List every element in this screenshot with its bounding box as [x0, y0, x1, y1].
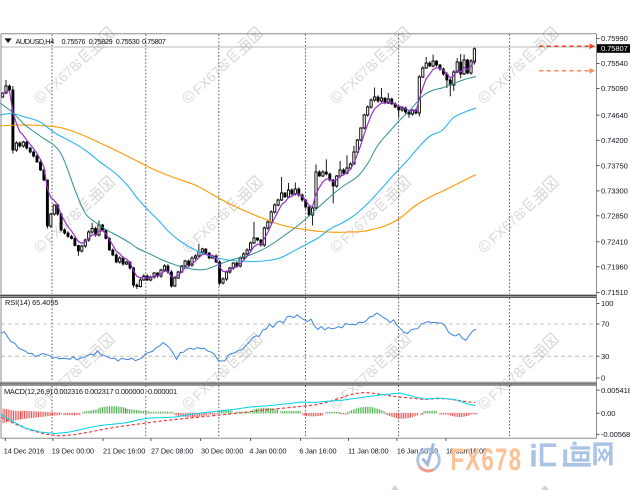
- svg-text:18 Jan 16:00: 18 Jan 16:00: [446, 446, 487, 455]
- svg-text:16 Jan 00:00: 16 Jan 00:00: [397, 446, 438, 455]
- svg-text:11 Jan 08:00: 11 Jan 08:00: [348, 446, 388, 455]
- svg-text:27 Dec 08:00: 27 Dec 08:00: [151, 446, 193, 455]
- svg-text:0.75530: 0.75530: [116, 37, 140, 46]
- svg-text:AUDUSD,H4: AUDUSD,H4: [16, 37, 55, 46]
- svg-text:0.005418: 0.005418: [601, 386, 630, 395]
- svg-text:14 Dec 2016: 14 Dec 2016: [4, 446, 44, 455]
- svg-text:21 Dec 16:00: 21 Dec 16:00: [103, 446, 145, 455]
- svg-text:MACD(12,26,9) 0.002316 0.00231: MACD(12,26,9) 0.002316 0.002317 0.000000…: [4, 387, 177, 396]
- svg-text:0.75576: 0.75576: [62, 37, 86, 46]
- svg-text:19 Dec 00:00: 19 Dec 00:00: [52, 446, 94, 455]
- svg-text:100: 100: [601, 299, 613, 308]
- svg-text:RSI(14) 65.4055: RSI(14) 65.4055: [5, 298, 58, 307]
- svg-text:0.72410: 0.72410: [601, 238, 628, 247]
- svg-text:0.73300: 0.73300: [601, 187, 628, 196]
- svg-text:0.75807: 0.75807: [601, 44, 628, 53]
- svg-text:6 Jan 16:00: 6 Jan 16:00: [299, 446, 336, 455]
- svg-text:-0.00568: -0.00568: [601, 430, 630, 439]
- svg-text:0.75090: 0.75090: [601, 84, 628, 93]
- svg-text:0.74640: 0.74640: [601, 111, 628, 120]
- svg-text:0.71510: 0.71510: [601, 288, 628, 297]
- svg-text:0.75990: 0.75990: [601, 34, 628, 43]
- svg-text:30 Dec 00:00: 30 Dec 00:00: [201, 446, 243, 455]
- svg-text:0.72850: 0.72850: [601, 212, 628, 221]
- svg-text:0.73750: 0.73750: [601, 161, 628, 170]
- svg-text:0.74200: 0.74200: [601, 136, 628, 145]
- svg-text:0: 0: [601, 374, 605, 383]
- svg-text:0.75807: 0.75807: [142, 37, 166, 46]
- svg-text:0.75540: 0.75540: [601, 59, 628, 68]
- svg-text:0.71960: 0.71960: [601, 263, 628, 272]
- svg-text:30: 30: [601, 352, 609, 361]
- svg-text:0.00: 0.00: [601, 409, 615, 418]
- svg-text:0.75829: 0.75829: [89, 37, 113, 46]
- svg-text:FX678: FX678: [451, 441, 523, 477]
- svg-text:70: 70: [601, 320, 609, 329]
- svg-text:4 Jan 00:00: 4 Jan 00:00: [249, 446, 286, 455]
